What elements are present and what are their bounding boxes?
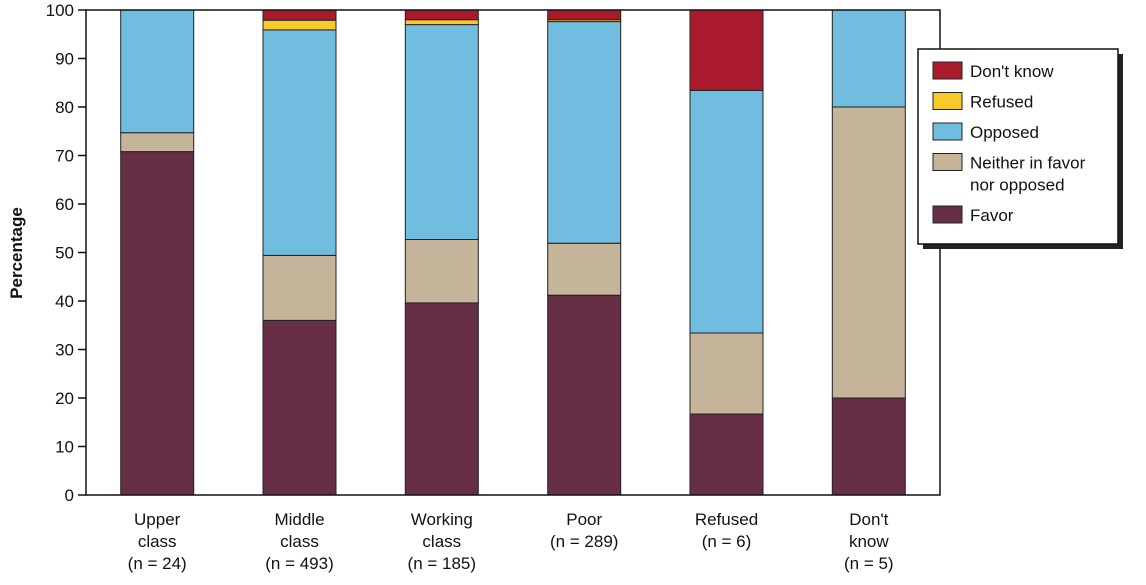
bars-layer xyxy=(85,9,941,496)
bar-refused-opposed xyxy=(689,90,764,334)
legend-label: Refused xyxy=(970,93,1033,112)
bar-middle-neither-in-favor-nor-opposed xyxy=(262,254,337,321)
legend: Don't know Refused Opposed Neither in favor… xyxy=(917,48,1123,249)
bar-working-refused xyxy=(404,19,479,26)
legend-swatch-don-t-know xyxy=(932,61,963,80)
bar-working-don-t-know xyxy=(404,9,479,21)
bar-don-t-opposed xyxy=(831,9,906,108)
bar-poor-opposed xyxy=(547,21,622,244)
x-tick-label: Middle class (n = 493) xyxy=(265,510,334,573)
legend-label: Opposed xyxy=(970,123,1039,142)
bar-middle-don-t-know xyxy=(262,9,337,21)
bar-don-t-neither-in-favor-nor-opposed xyxy=(831,106,906,399)
y-tick-label: 0 xyxy=(65,486,74,505)
x-tick-label: Working class (n = 185) xyxy=(408,510,477,573)
y-tick-label: 30 xyxy=(55,341,74,360)
legend-label: Don't know xyxy=(970,62,1054,81)
y-tick-label: 60 xyxy=(55,195,74,214)
bar-upper-favor xyxy=(120,151,195,496)
legend-swatch-neither-in-favor-nor-opposed xyxy=(932,153,963,171)
x-tick-label: Refused (n = 6) xyxy=(695,510,758,551)
y-tick-label: 40 xyxy=(55,292,74,311)
x-tick-label: Don't know (n = 5) xyxy=(844,510,894,573)
bar-working-neither-in-favor-nor-opposed xyxy=(404,238,479,304)
y-tick-label: 20 xyxy=(55,389,74,408)
y-tick-label: 10 xyxy=(55,438,74,457)
bar-working-favor xyxy=(404,302,479,496)
bar-don-t-favor xyxy=(831,397,906,496)
y-axis: 0 10 20 30 40 50 60 70 80 90 100 xyxy=(46,1,86,505)
bar-upper-neither-in-favor-nor-opposed xyxy=(120,132,195,153)
y-axis-label: Percentage xyxy=(7,207,26,299)
bar-poor-don-t-know xyxy=(547,9,622,21)
legend-label: Neither in favor nor opposed xyxy=(970,154,1086,195)
bar-upper-opposed xyxy=(120,9,195,134)
bar-middle-refused xyxy=(262,19,337,31)
bar-middle-favor xyxy=(262,319,337,496)
bar-middle-opposed xyxy=(262,29,337,256)
y-tick-label: 50 xyxy=(55,244,74,263)
y-tick-label: 70 xyxy=(55,147,74,166)
x-tick-label: Upper class (n = 24) xyxy=(128,510,187,573)
bar-poor-favor xyxy=(547,294,622,496)
bar-poor-neither-in-favor-nor-opposed xyxy=(547,242,622,296)
legend-swatch-opposed xyxy=(932,122,963,141)
plot-frame xyxy=(85,9,941,496)
legend-label: Favor xyxy=(970,206,1014,225)
x-axis: Upper class (n = 24) Middle class (n = 493) Wo… xyxy=(128,510,894,573)
legend-swatch-refused xyxy=(932,92,963,110)
bar-refused-don-t-know xyxy=(689,9,764,91)
legend-swatch-favor xyxy=(932,205,963,224)
bar-refused-neither-in-favor-nor-opposed xyxy=(689,332,764,415)
bar-working-opposed xyxy=(404,24,479,240)
x-tick-label: Poor (n = 289) xyxy=(550,510,619,551)
y-tick-label: 100 xyxy=(46,1,74,20)
y-tick-label: 80 xyxy=(55,98,74,117)
y-tick-label: 90 xyxy=(55,50,74,69)
bar-refused-favor xyxy=(689,413,764,496)
